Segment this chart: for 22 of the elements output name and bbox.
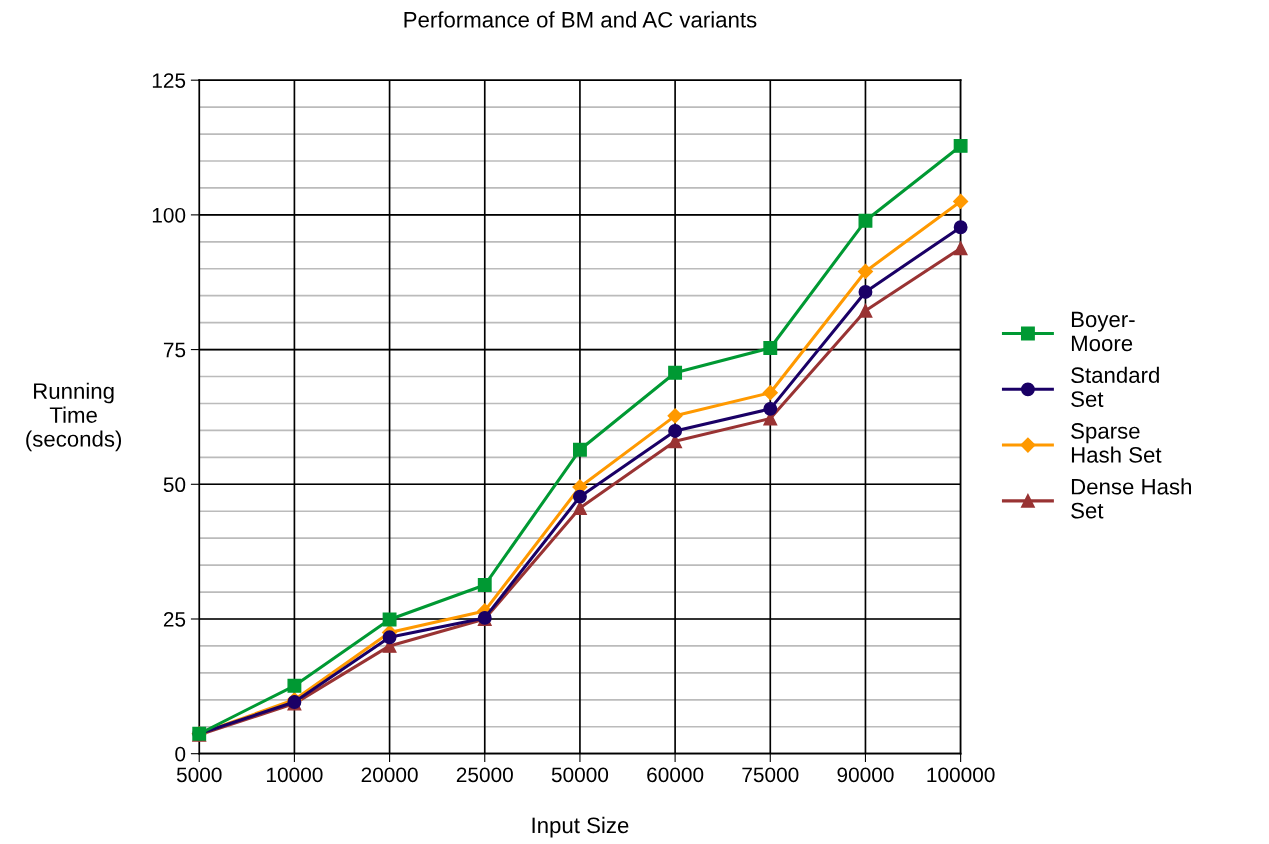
x-tick-label: 50000 bbox=[551, 767, 609, 783]
x-tick-label: 10000 bbox=[267, 767, 323, 783]
y-tick-label: 25 bbox=[163, 611, 186, 627]
x-tick-label: 75000 bbox=[742, 767, 799, 783]
y-tick-label: 75 bbox=[163, 342, 186, 358]
x-tick-label: 100000 bbox=[927, 767, 995, 783]
y-tick-label: 125 bbox=[152, 73, 186, 88]
y-tick-label: 0 bbox=[175, 746, 186, 762]
x-tick-label: 25000 bbox=[456, 767, 513, 783]
x-tick-label: 90000 bbox=[837, 767, 894, 783]
x-tick-label: 5000 bbox=[176, 767, 222, 783]
legend-label: Dense Hash Set bbox=[1071, 478, 1191, 519]
chart-title: Performance of BM and AC variants bbox=[404, 11, 757, 28]
y-tick-label: 100 bbox=[152, 207, 186, 223]
x-axis-title: Input Size bbox=[532, 816, 629, 838]
x-tick-label: 60000 bbox=[647, 767, 704, 783]
legend-label: Standard Set bbox=[1071, 366, 1159, 407]
legend-label: Boyer- Moore bbox=[1071, 311, 1135, 352]
y-tick-label: 50 bbox=[163, 477, 186, 493]
legend-label: Sparse Hash Set bbox=[1071, 423, 1162, 463]
x-tick-label: 20000 bbox=[361, 767, 418, 783]
y-axis-title: Running Time (seconds) bbox=[26, 382, 122, 452]
